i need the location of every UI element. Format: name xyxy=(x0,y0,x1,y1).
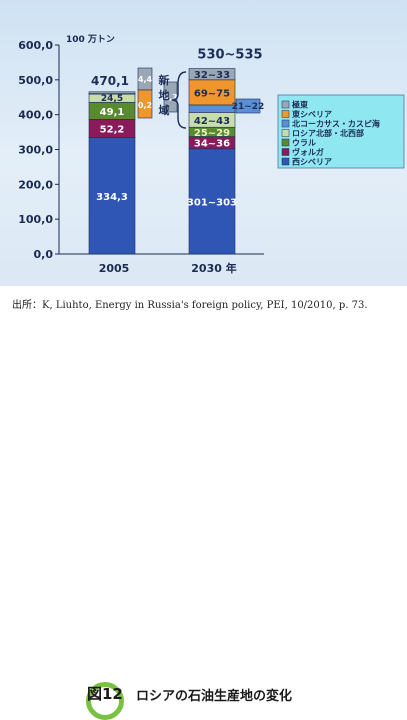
side-label: 0,2 xyxy=(138,101,152,110)
data-label: 69~75 xyxy=(194,88,230,99)
legend-label: ロシア北部・北西部 xyxy=(292,128,364,138)
legend-label: 西シベリア xyxy=(292,158,332,167)
figure-title: ロシアの石油生産地の変化 xyxy=(136,689,293,704)
legend-swatch xyxy=(281,138,290,147)
y-tick-label: 0,0 xyxy=(34,248,54,261)
data-label: 34~36 xyxy=(194,139,230,150)
chart-panel: 0,0 100,0 200,0 300,0 400,0 500,0 600,0 100 万トン… xyxy=(0,0,407,286)
bar-segment xyxy=(188,148,236,255)
total-label: 470,1 xyxy=(91,74,129,88)
bar-segment xyxy=(88,137,136,255)
side-label: 4,4 xyxy=(138,75,153,84)
total-label: 530~535 xyxy=(197,48,262,63)
y-tick-label: 100,0 xyxy=(18,213,53,226)
bracket-label-char: 域 xyxy=(159,103,170,117)
source-note: 出所：K, Liuhto, Energy in Russia's foreign… xyxy=(12,300,368,311)
data-label: 334,3 xyxy=(96,192,128,203)
y-tick-label: 300,0 xyxy=(18,144,53,157)
x-tick-label: 2030 年 xyxy=(191,261,236,275)
data-label: 49,1 xyxy=(100,107,125,118)
bracket-label-char: 地 xyxy=(159,88,170,102)
legend-swatch xyxy=(281,157,290,166)
legend-swatch xyxy=(281,119,290,128)
bar-segment xyxy=(188,104,236,113)
y-tick-label: 500,0 xyxy=(18,74,53,87)
side-box xyxy=(137,89,153,119)
legend-swatch xyxy=(281,148,290,156)
side-label: 21~22 xyxy=(232,102,265,112)
figure-caption: 図12 ロシアの石油生産地の変化 xyxy=(0,336,407,720)
legend-label: 北コーカサス・カスピ海 xyxy=(292,119,380,129)
data-label: 25~29 xyxy=(194,128,230,139)
bar-segment xyxy=(188,79,236,106)
y-tick-label: 200,0 xyxy=(18,178,53,191)
legend-label: ウラル xyxy=(292,139,316,148)
data-label: 32~33 xyxy=(194,70,230,81)
figure-number: 図12 xyxy=(87,685,123,703)
y-tick-label: 600,0 xyxy=(18,39,53,52)
data-label: 52,2 xyxy=(100,124,125,135)
legend-label: ヴォルガ xyxy=(292,147,324,157)
bracket-label-char: 新 xyxy=(159,73,170,87)
bar-segment xyxy=(88,91,136,94)
legend-label: 東シベリア xyxy=(292,109,332,119)
bracket xyxy=(171,71,187,129)
data-label: 42~43 xyxy=(194,116,230,127)
chart-svg: 0,0 100,0 200,0 300,0 400,0 500,0 600,0 100 万トン… xyxy=(18,34,405,275)
x-tick-label: 2005 xyxy=(99,262,130,275)
side-box xyxy=(235,98,261,114)
side-label: 5,3 xyxy=(163,93,177,102)
legend-swatch xyxy=(281,129,290,137)
data-label: 24,5 xyxy=(101,94,123,104)
legend-swatch xyxy=(281,110,290,118)
data-label: 301~303 xyxy=(187,197,237,208)
legend-swatch xyxy=(281,100,290,109)
y-tick-label: 400,0 xyxy=(18,109,53,122)
bar-segment xyxy=(188,68,236,81)
legend-box xyxy=(277,94,405,169)
unit-label: 100 万トン xyxy=(66,34,115,45)
legend-label: 極東 xyxy=(291,100,308,110)
